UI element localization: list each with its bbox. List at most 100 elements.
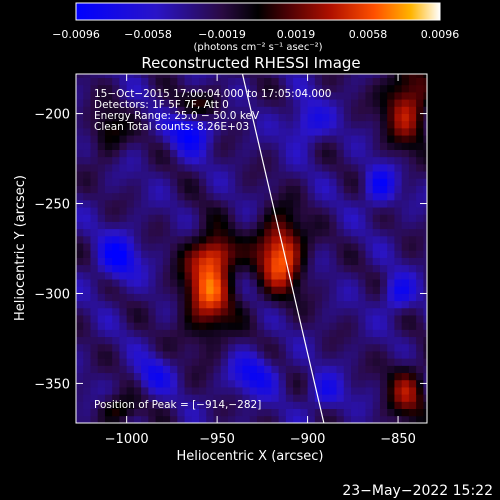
heatmap-cell [394,207,403,215]
heatmap-cell [104,264,113,273]
heatmap-cell [191,228,200,237]
heatmap-cell [83,135,91,143]
heatmap-cell [293,221,301,230]
heatmap-cell [249,394,258,402]
heatmap-cell [184,358,193,366]
heatmap-cell [351,77,359,86]
heatmap-cell [162,185,171,194]
heatmap-cell [408,149,417,158]
heatmap-cell [307,74,316,78]
heatmap-cell [358,192,366,201]
heatmap-cell [83,401,91,410]
heatmap-cell [278,91,287,100]
heatmap-cell [242,142,251,150]
heatmap-cell [133,84,142,93]
heatmap-cell [126,358,135,366]
colorbar [75,2,441,21]
heatmap-cell [423,293,427,302]
heatmap-cell [300,99,308,107]
heatmap-cell [322,221,330,230]
heatmap-cell [76,156,84,165]
heatmap-cell [170,315,178,323]
heatmap-cell [126,351,135,359]
heatmap-cell [372,228,381,237]
heatmap-cell [220,99,229,107]
heatmap-cell [119,307,128,316]
heatmap-cell [372,106,381,114]
heatmap-cell [199,264,207,273]
heatmap-cell [83,293,91,302]
heatmap-cell [83,74,91,78]
heatmap-cell [90,401,99,410]
heatmap-cell [416,228,424,237]
heatmap-cell [264,300,272,309]
heatmap-cell [394,199,403,208]
heatmap-cell [387,106,395,114]
heatmap-cell [235,358,243,366]
heatmap-cell [285,228,294,237]
heatmap-cell [162,351,171,359]
heatmap-cell [76,343,84,352]
heatmap-cell [343,99,352,107]
heatmap-cell [213,120,222,129]
heatmap-cell [379,91,388,100]
heatmap-cell [278,358,287,366]
heatmap-cell [104,91,113,100]
heatmap-cell [351,106,359,114]
heatmap-cell [155,351,164,359]
heatmap-cell [213,149,222,158]
heatmap-cell [220,300,229,309]
heatmap-cell [351,286,359,294]
heatmap-cell [365,149,374,158]
heatmap-cell [119,120,128,129]
heatmap-cell [170,401,178,410]
heatmap-cell [184,127,193,136]
heatmap-cell [423,271,427,280]
heatmap-cell [191,106,200,114]
heatmap-cell [119,185,128,194]
heatmap-cell [351,74,359,78]
heatmap-cell [394,192,403,201]
heatmap-cell [97,142,106,150]
heatmap-cell [220,106,229,114]
heatmap-cell [264,135,272,143]
heatmap-cell [141,207,149,215]
heatmap-cell [394,156,403,165]
heatmap-cell [133,264,142,273]
heatmap-cell [372,91,381,100]
x-tick-label: −900 [290,432,326,447]
heatmap-cell [293,84,301,93]
heatmap-cell [387,84,395,93]
heatmap-cell [104,300,113,309]
heatmap-cell [126,394,135,402]
heatmap-cell [191,192,200,201]
heatmap-cell [408,163,417,172]
heatmap-cell [235,300,243,309]
heatmap-cell [133,142,142,150]
heatmap-cell [97,307,106,316]
heatmap-cell [141,365,149,374]
heatmap-cell [401,149,410,158]
heatmap-cell [278,329,287,338]
heatmap-cell [97,192,106,201]
heatmap-cell [141,315,149,323]
heatmap-cell [322,351,330,359]
heatmap-cell [293,228,301,237]
heatmap-cell [148,149,157,158]
heatmap-cell [133,106,142,114]
heatmap-cell [329,77,337,86]
heatmap-cell [256,372,265,381]
heatmap-cell [365,358,374,366]
heatmap-cell [177,163,185,172]
heatmap-cell [184,192,193,201]
heatmap-cell [293,99,301,107]
heatmap-cell [83,351,91,359]
heatmap-cell [285,394,294,402]
heatmap-cell [76,264,84,273]
heatmap-cell [300,351,308,359]
heatmap-cell [343,127,352,136]
heatmap-cell [141,99,149,107]
heatmap-cell [133,113,142,122]
heatmap-cell [322,343,330,352]
heatmap-cell [162,221,171,230]
